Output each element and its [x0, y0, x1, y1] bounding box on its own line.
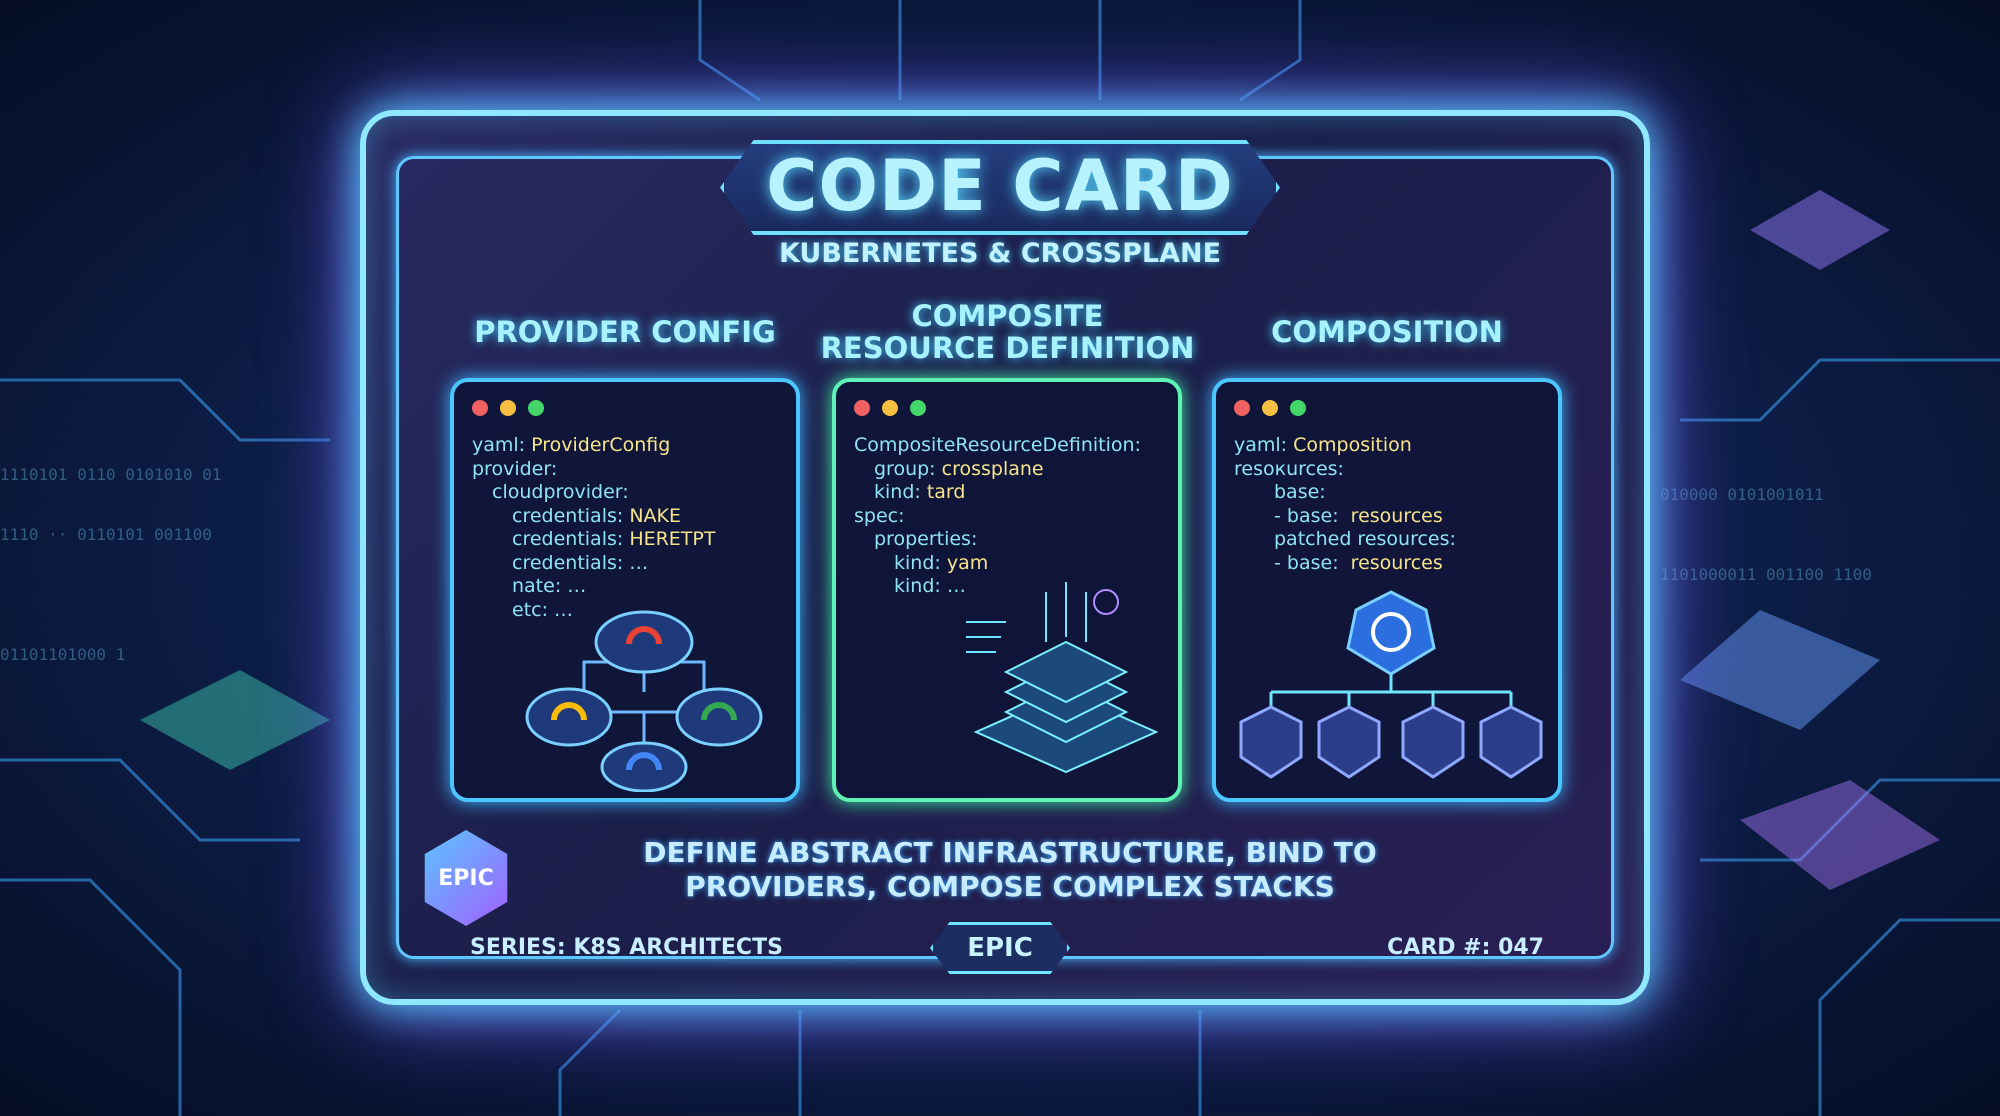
- code-key: credentials:: [512, 504, 630, 527]
- code-value: resources: [1350, 504, 1443, 527]
- code-line: group: crossplane: [854, 458, 1141, 482]
- red-dot-icon: [1234, 400, 1250, 416]
- code-line: CompositeResourceDefinition:: [854, 434, 1141, 458]
- kubernetes-tree-icon: [1239, 590, 1543, 779]
- code-key: credentials: …: [512, 551, 649, 574]
- code-panel-xrd: CompositeResourceDefinition: group: cross…: [832, 378, 1182, 802]
- green-dot-icon: [910, 400, 926, 416]
- column-heading-xrd: COMPOSITE RESOURCE DEFINITION: [820, 299, 1195, 365]
- code-value: tard: [926, 481, 966, 503]
- window-dots: [854, 400, 926, 416]
- server-stack-icon: [966, 582, 1159, 774]
- green-dot-icon: [528, 400, 544, 416]
- code-line: yaml: ProviderConfig: [472, 434, 715, 458]
- code-line: - base: resources: [1234, 552, 1456, 576]
- yellow-dot-icon: [500, 400, 516, 416]
- code-key: cloudprovider:: [492, 481, 629, 503]
- code-key: etc: …: [512, 598, 574, 621]
- code-line: kind: yam: [854, 552, 1141, 576]
- red-dot-icon: [854, 400, 870, 416]
- code-value: resources: [1350, 551, 1443, 574]
- code-line: credentials: NAKE: [472, 505, 715, 529]
- code-line: etc: …: [472, 599, 715, 623]
- code-key: resoкurces:: [1234, 457, 1344, 480]
- code-key: yaml:: [1234, 434, 1294, 456]
- code-line: credentials: …: [472, 552, 715, 576]
- code-block: yaml: Composition resoкurces: base: - base:…: [1234, 434, 1456, 575]
- code-line: nate: …: [472, 575, 715, 599]
- code-line: properties:: [854, 528, 1141, 552]
- card-subtitle: KUBERNETES & CROSSPLANE: [778, 238, 1222, 269]
- code-line: spec:: [854, 505, 1141, 529]
- code-key: kind:: [874, 481, 927, 503]
- svg-text:010000 0101001011: 010000 0101001011: [1660, 485, 1824, 504]
- svg-text:01101101000 1: 01101101000 1: [0, 645, 125, 664]
- window-dots: [472, 400, 544, 416]
- code-value: NAKE: [629, 504, 681, 527]
- code-panel-provider-config: yaml: ProviderConfig provider: cloudprovid…: [450, 378, 800, 802]
- code-key: - base:: [1274, 504, 1351, 527]
- bucket-icon: [1317, 705, 1381, 779]
- code-panel-composition: yaml: Composition resoкurces: base: - base:…: [1212, 378, 1562, 802]
- green-dot-icon: [1290, 400, 1306, 416]
- code-key: credentials:: [512, 528, 630, 550]
- rarity-label: EPIC: [967, 933, 1033, 963]
- code-key: group:: [874, 457, 942, 480]
- code-line: provider:: [472, 458, 715, 482]
- cpu-icon: [1479, 705, 1543, 779]
- code-line: cloudprovider:: [472, 481, 715, 505]
- code-line: resoкurces:: [1234, 458, 1456, 482]
- yellow-dot-icon: [882, 400, 898, 416]
- code-line: kind: …: [854, 575, 1141, 599]
- description-line: PROVIDERS, COMPOSE COMPLEX STACKS: [685, 870, 1335, 903]
- code-key: - base:: [1274, 551, 1351, 574]
- series-label: SERIES: K8S ARCHITECTS: [470, 935, 783, 960]
- epic-badge-label: EPIC: [438, 865, 494, 891]
- cloud-network-icon: [525, 610, 763, 792]
- code-key: properties:: [874, 528, 978, 550]
- red-dot-icon: [472, 400, 488, 416]
- code-line: patched resources:: [1234, 528, 1456, 552]
- card-number: CARD #: 047: [1387, 935, 1544, 960]
- code-value: yam: [946, 551, 989, 574]
- rarity-tab: EPIC: [930, 922, 1070, 974]
- title-plate: [720, 140, 1280, 235]
- code-value: HERETPT: [629, 528, 716, 550]
- code-value: ProviderConfig: [531, 434, 671, 456]
- gear-icon: [1401, 705, 1465, 779]
- code-key: kind: …: [894, 575, 966, 597]
- code-line: yaml: Composition: [1234, 434, 1456, 458]
- code-line: base:: [1234, 481, 1456, 505]
- code-key: patched resources:: [1274, 528, 1456, 550]
- card-title: CODE CARD: [766, 145, 1234, 227]
- window-dots: [1234, 400, 1306, 416]
- code-line: kind: tard: [854, 481, 1141, 505]
- code-block: CompositeResourceDefinition: group: cross…: [854, 434, 1141, 599]
- code-key: CompositeResourceDefinition:: [854, 434, 1141, 456]
- code-key: yaml:: [472, 434, 532, 456]
- svg-text:1101000011 001100 1100: 1101000011 001100 1100: [1660, 565, 1872, 584]
- epic-badge: EPIC: [424, 830, 508, 926]
- code-key: base:: [1274, 481, 1326, 503]
- kubernetes-icon: [1346, 590, 1436, 676]
- description-line: DEFINE ABSTRACT INFRASTRUCTURE, BIND TO: [643, 836, 1377, 869]
- code-value: crossplane: [941, 457, 1044, 480]
- column-heading-provider-config: PROVIDER CONFIG: [474, 315, 776, 349]
- chip-icon: [140, 190, 1940, 890]
- code-key: spec:: [854, 504, 905, 527]
- code-key: nate: …: [512, 575, 587, 597]
- code-value: Composition: [1293, 434, 1412, 456]
- svg-text:1110101 0110 0101010 01: 1110101 0110 0101010 01: [0, 465, 222, 484]
- svg-text:1110 ·· 0110101 001100: 1110 ·· 0110101 001100: [0, 525, 212, 544]
- card-description: DEFINE ABSTRACT INFRASTRUCTURE, BIND TO …: [560, 836, 1460, 904]
- code-key: kind:: [894, 551, 947, 574]
- database-icon: [1239, 705, 1303, 779]
- code-key: provider:: [472, 457, 558, 480]
- column-heading-composition: COMPOSITION: [1271, 315, 1503, 349]
- code-line: credentials: HERETPT: [472, 528, 715, 552]
- code-block: yaml: ProviderConfig provider: cloudprovid…: [472, 434, 715, 622]
- code-line: - base: resources: [1234, 505, 1456, 529]
- yellow-dot-icon: [1262, 400, 1278, 416]
